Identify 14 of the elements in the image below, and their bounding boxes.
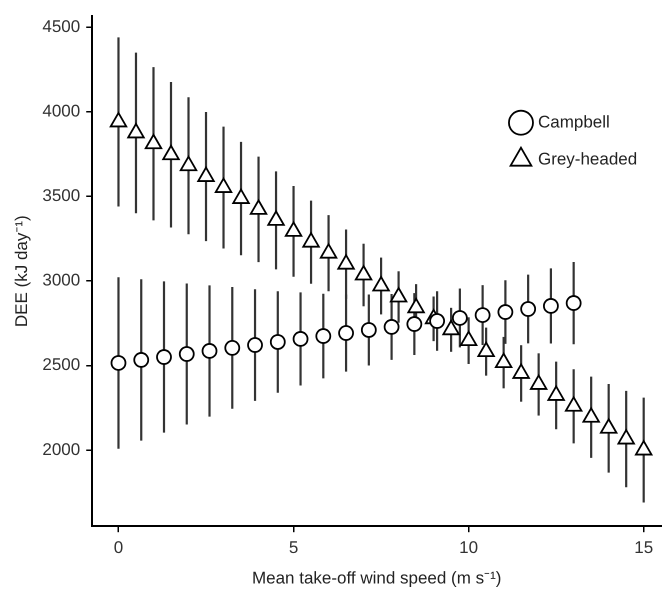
x-tick-label: 15 bbox=[634, 538, 654, 558]
y-tick-label: 2500 bbox=[42, 355, 80, 374]
y-tick-label: 3000 bbox=[42, 270, 80, 290]
x-axis-title: Mean take-off wind speed (m s⁻¹) bbox=[252, 568, 502, 588]
legend-label: Grey-headed bbox=[538, 149, 638, 168]
legend-label: Campbell bbox=[538, 112, 610, 132]
y-tick-label: 2000 bbox=[42, 440, 80, 459]
y-tick-label: 4000 bbox=[42, 101, 80, 120]
x-tick-label: 10 bbox=[459, 538, 478, 558]
y-tick-label: 3500 bbox=[42, 186, 80, 206]
x-tick-label: 5 bbox=[288, 538, 298, 558]
y-axis-title: DEE (kJ day⁻¹) bbox=[12, 215, 31, 328]
x-tick-label: 0 bbox=[114, 538, 124, 558]
y-tick-label: 4500 bbox=[42, 16, 80, 36]
